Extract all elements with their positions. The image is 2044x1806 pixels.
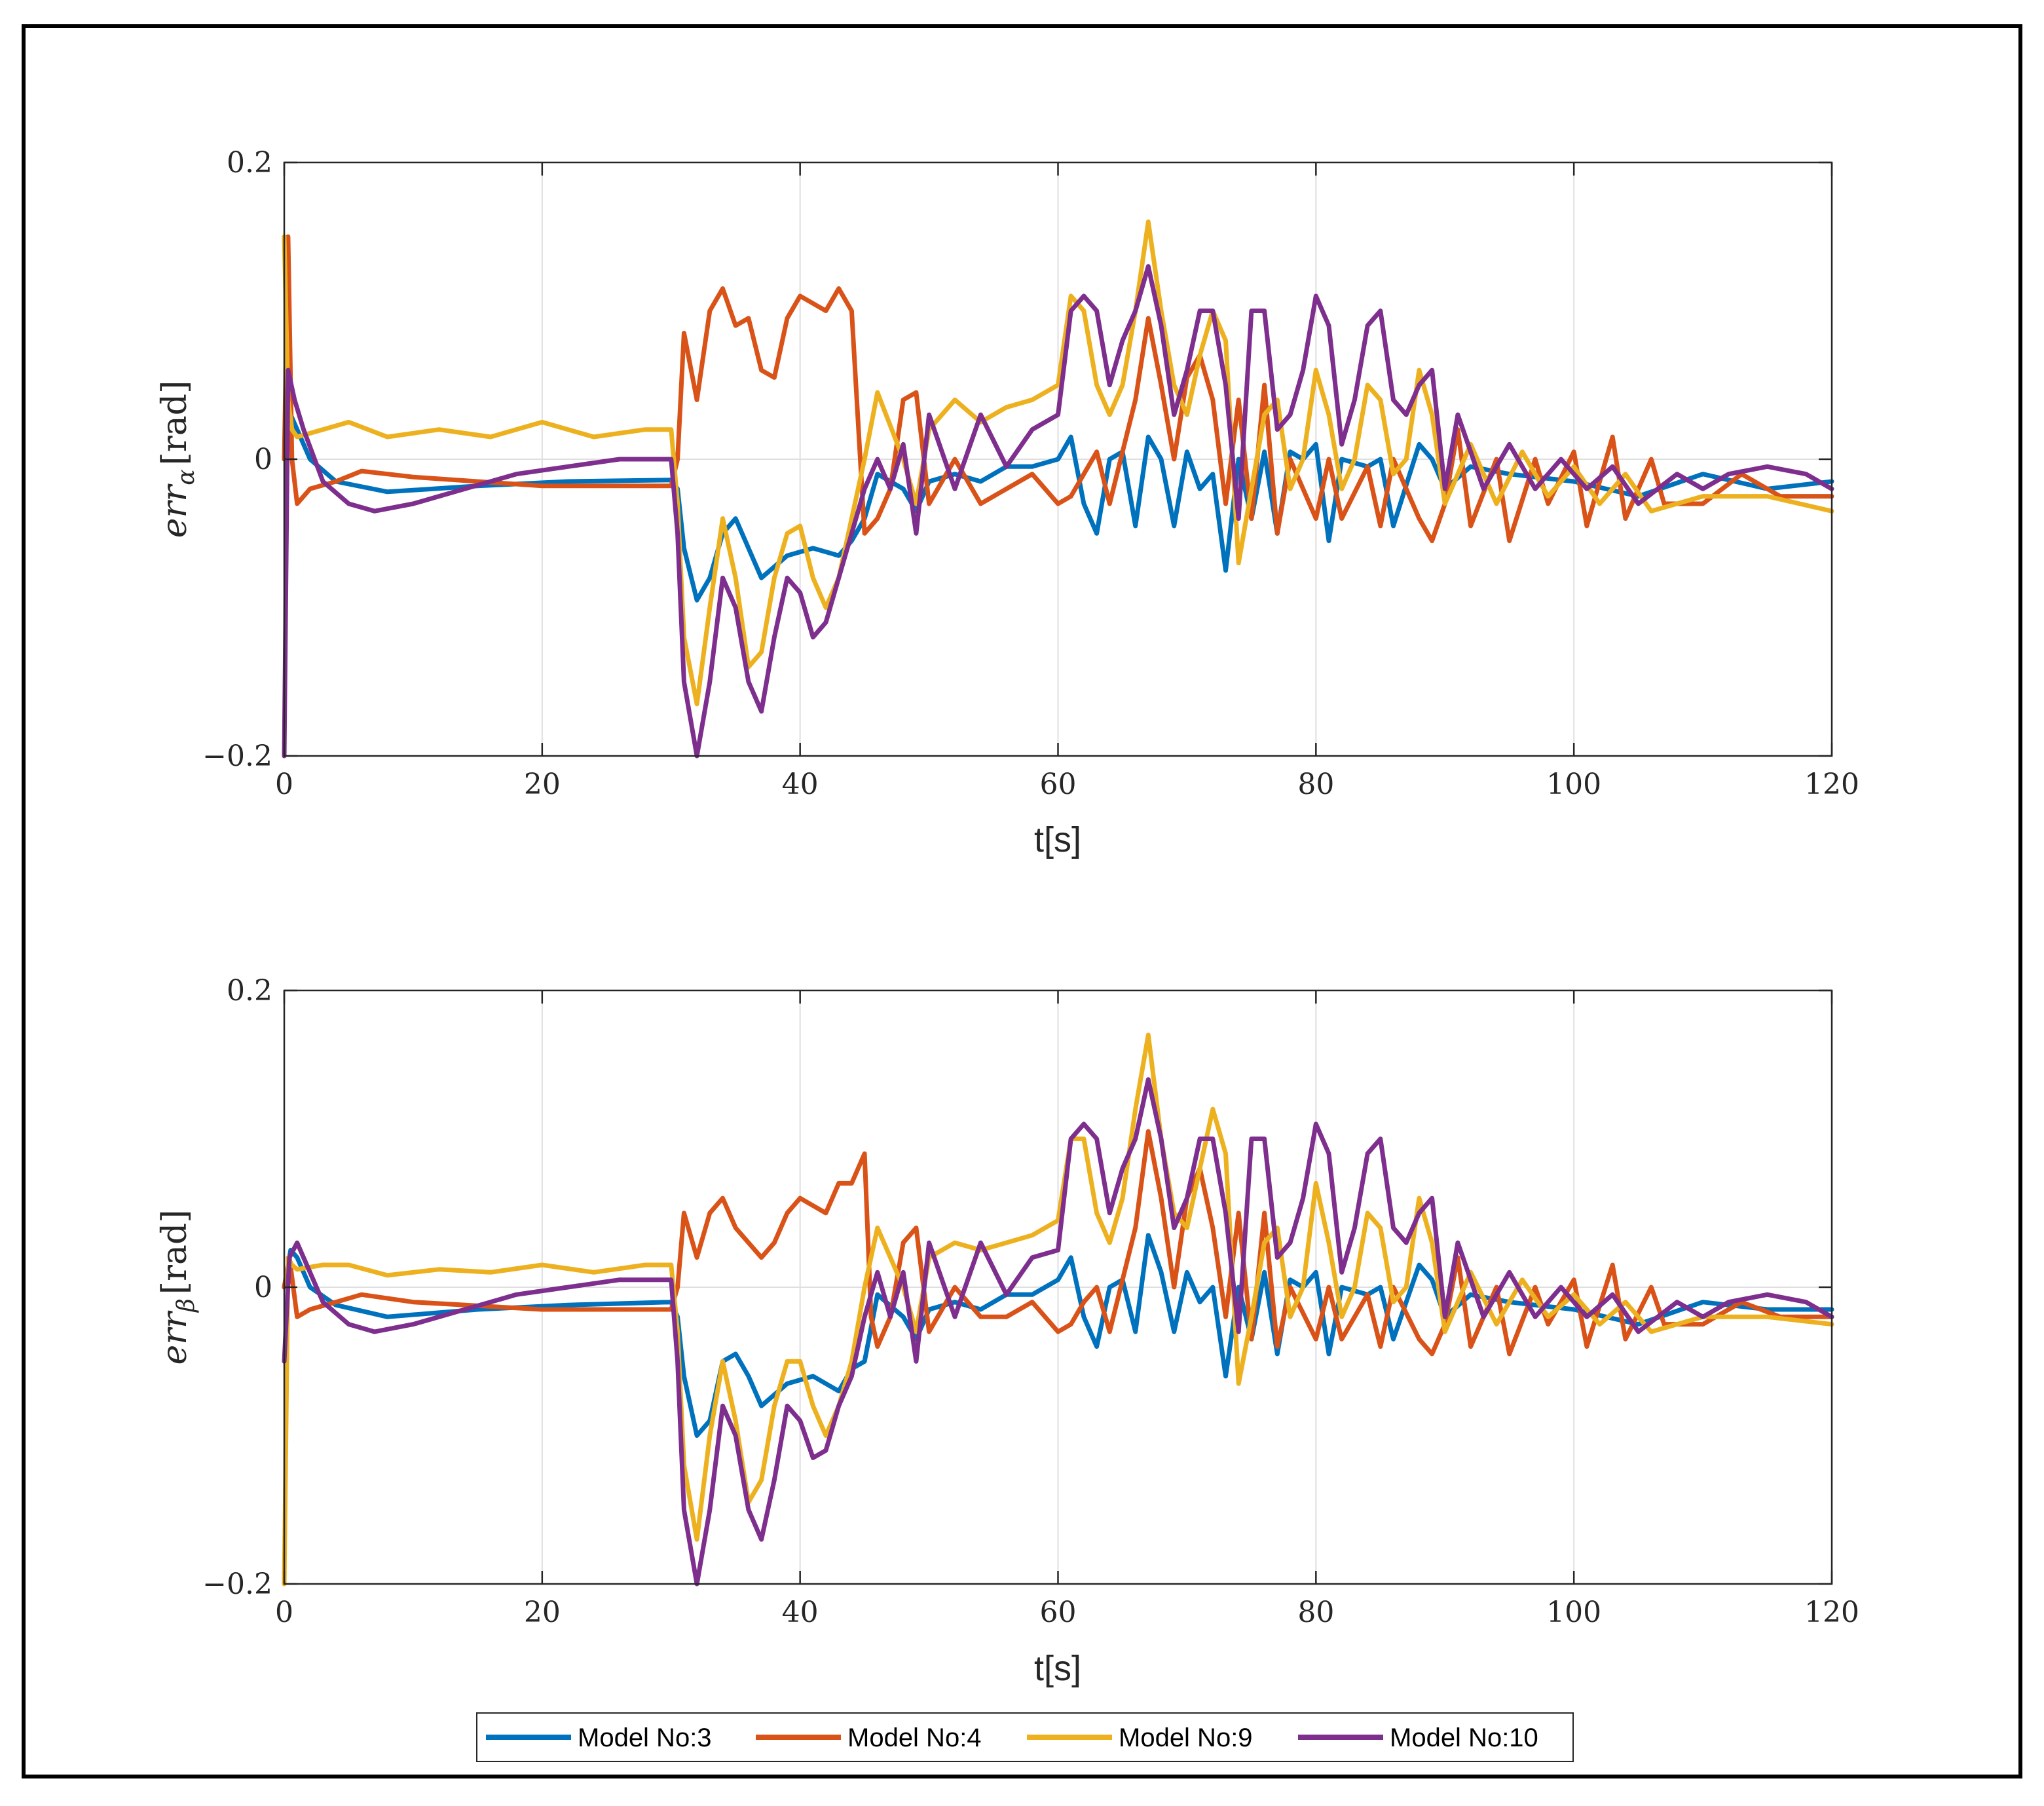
legend-label-model-3: Model No:3: [578, 1723, 712, 1752]
legend-box: [476, 1712, 1574, 1762]
legend-label-model-9: Model No:9: [1119, 1723, 1253, 1752]
legend-entry-model-3: Model No:3: [486, 1723, 712, 1752]
y-tick-label: 0.2: [227, 974, 272, 1007]
subplot-err-alpha: 0 20 40 60 80 100 120−0.200.2 t[s] errα[rad]: [155, 146, 1859, 859]
subplot-err-beta: 0 20 40 60 80 100 120−0.200.2 t[s] errβ[rad]: [155, 974, 1859, 1688]
x-tick-label: 60: [1040, 1596, 1077, 1629]
y-tick-label: −0.2: [202, 740, 272, 773]
figure-border: [22, 24, 2022, 1778]
y-tick-label: −0.2: [202, 1568, 272, 1601]
legend-label-model-10: Model No:10: [1390, 1723, 1538, 1752]
y-axis-label-unit: [rad]: [155, 381, 195, 466]
x-tick-label: 20: [524, 1596, 561, 1629]
series-line-model-no-3: [282, 412, 1834, 603]
legend-entry-model-10: Model No:10: [1298, 1723, 1538, 1752]
x-tick-label: 80: [1297, 768, 1334, 801]
x-tick-label: 80: [1297, 1596, 1334, 1629]
x-tick-label: 20: [524, 768, 561, 801]
y-axis-label: errβ [rad]: [155, 1209, 200, 1364]
y-tick-label: 0: [254, 443, 272, 476]
x-tick-label: 120: [1804, 1596, 1859, 1629]
series-line-model-no-3: [282, 1233, 1834, 1438]
series-line-model-no-4: [282, 234, 1834, 544]
x-tick-label: 60: [1040, 768, 1077, 801]
y-axis-label-sub: β: [173, 1298, 200, 1313]
series-line-model-no-10: [282, 264, 1834, 759]
x-axis-label: t[s]: [1034, 1649, 1081, 1688]
y-axis-label-var: err: [155, 483, 195, 538]
x-tick-label: 0: [275, 1596, 293, 1629]
y-axis-label-unit: [rad]: [155, 1209, 195, 1294]
series-line-model-no-9: [282, 219, 1834, 707]
series-line-model-no-4: [282, 1129, 1834, 1357]
ticks: 0 20 40 60 80 100 120−0.200.2: [202, 146, 1859, 801]
ticks: 0 20 40 60 80 100 120−0.200.2: [202, 974, 1859, 1629]
legend: Model No:3 Model No:4 Model No:9 Model N…: [476, 1712, 1574, 1762]
legend-entry-model-4: Model No:4: [756, 1723, 982, 1752]
x-tick-label: 0: [275, 768, 293, 801]
series-group: [282, 1032, 1834, 1587]
series-group: [282, 219, 1834, 759]
y-axis-label-var: err: [155, 1310, 195, 1365]
x-tick-label: 40: [782, 768, 819, 801]
x-tick-label: 120: [1804, 768, 1859, 801]
series-line-model-no-10: [282, 1077, 1834, 1587]
legend-entry-model-9: Model No:9: [1027, 1723, 1253, 1752]
x-tick-label: 40: [782, 1596, 819, 1629]
legend-label-model-4: Model No:4: [847, 1723, 982, 1752]
y-axis-label: errα [rad]: [155, 381, 200, 538]
x-tick-label: 100: [1546, 1596, 1601, 1629]
x-tick-label: 100: [1546, 768, 1601, 801]
y-tick-label: 0.2: [227, 146, 272, 179]
y-axis-label-sub: α: [173, 469, 200, 485]
x-axis-label: t[s]: [1034, 820, 1081, 859]
series-line-model-no-9: [282, 1032, 1834, 1587]
y-tick-label: 0: [254, 1271, 272, 1304]
